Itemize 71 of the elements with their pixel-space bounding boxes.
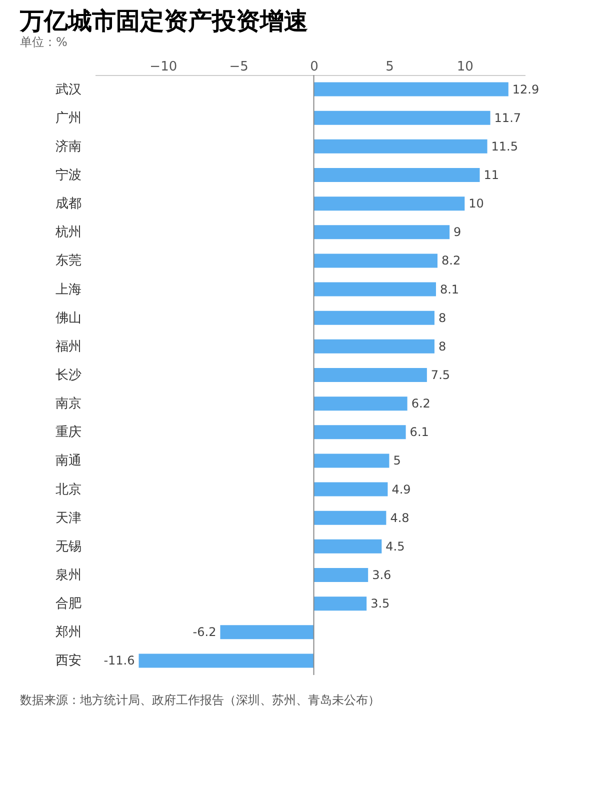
- data-label: 4.9: [392, 482, 411, 496]
- chart-subtitle: 单位：%: [20, 35, 68, 49]
- data-label: 11: [484, 168, 500, 182]
- data-label: 7.5: [430, 368, 450, 382]
- data-label: 3.6: [372, 568, 392, 582]
- bar: [314, 254, 438, 268]
- bar: [314, 225, 450, 240]
- bar: [314, 110, 490, 125]
- bar: [138, 654, 314, 668]
- y-tick-label: 无锡: [56, 539, 82, 554]
- data-label: 11.5: [491, 139, 518, 154]
- y-tick-label: 长沙: [56, 368, 82, 383]
- bar: [314, 482, 388, 496]
- x-tick-label: 5: [386, 60, 394, 74]
- y-tick-label: 合肥: [56, 596, 82, 612]
- y-tick-label: 郑州: [56, 625, 82, 640]
- y-tick-label: 成都: [56, 196, 82, 212]
- data-label: -6.2: [192, 625, 216, 640]
- data-label: 4.8: [390, 510, 410, 525]
- bar: [314, 539, 382, 554]
- y-tick-label: 杭州: [54, 225, 82, 240]
- y-tick-label: 东莞: [56, 254, 82, 269]
- data-label: -11.6: [104, 654, 135, 668]
- x-tick-label: 0: [310, 60, 318, 74]
- data-label: 8: [438, 339, 446, 354]
- chart-title: 万亿城市固定资产投资增速: [19, 7, 308, 35]
- bar: [314, 282, 436, 296]
- y-tick-label: 广州: [56, 110, 82, 126]
- data-label: 3.5: [370, 596, 390, 611]
- y-tick-label: 泉州: [56, 568, 82, 583]
- data-label: 8.1: [440, 282, 460, 296]
- y-tick-label: 北京: [56, 482, 82, 498]
- x-tick-label: 10: [456, 60, 474, 74]
- data-label: 8.2: [441, 254, 461, 268]
- data-label: 9: [454, 225, 462, 240]
- bar: [314, 82, 508, 96]
- data-label: 12.9: [512, 82, 540, 96]
- y-tick-label: 宁波: [56, 167, 82, 183]
- bar: [314, 339, 434, 354]
- bar: [314, 425, 406, 440]
- bar: [314, 396, 408, 411]
- data-label: 4.5: [386, 539, 405, 554]
- y-tick-label: 济南: [56, 139, 82, 154]
- bar: [314, 568, 368, 582]
- x-tick-label: −5: [229, 60, 248, 74]
- data-label: 6.2: [411, 396, 430, 411]
- y-tick-label: 南京: [56, 396, 82, 412]
- data-label: 11.7: [494, 110, 522, 125]
- y-tick-label: 武汉: [56, 82, 82, 98]
- data-label: 6.1: [410, 425, 429, 440]
- y-tick-label: 南通: [56, 454, 82, 469]
- bar: [220, 625, 314, 640]
- bar: [314, 368, 427, 382]
- bar: [314, 510, 386, 525]
- x-tick-label: −10: [150, 60, 178, 74]
- bar: [314, 310, 434, 325]
- y-tick-label: 佛山: [56, 310, 82, 326]
- bar: [314, 454, 390, 468]
- bar: [314, 596, 367, 611]
- data-label: 5: [393, 454, 401, 468]
- bar: [314, 168, 480, 182]
- bar: [314, 196, 465, 211]
- data-label: 10: [468, 196, 484, 211]
- y-tick-label: 重庆: [56, 425, 82, 440]
- bar: [314, 139, 488, 154]
- y-tick-label: 西安: [56, 652, 82, 669]
- y-tick-label: 天津: [56, 510, 82, 526]
- y-tick-label: 上海: [56, 282, 82, 298]
- source-note: 数据来源：地方统计局、政府工作报告（深圳、苏州、青岛未公布）: [20, 693, 380, 707]
- y-tick-label: 福州: [56, 339, 82, 354]
- data-label: 8: [438, 310, 446, 325]
